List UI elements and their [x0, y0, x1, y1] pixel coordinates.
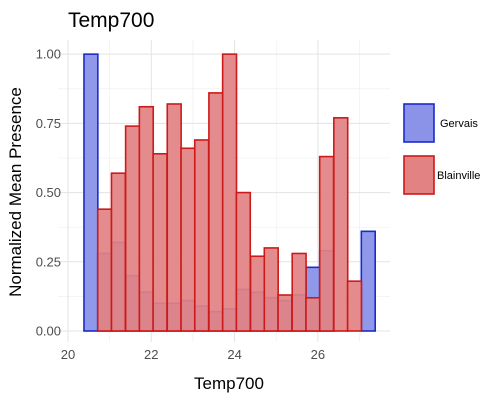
- y-tick-label: 1.00: [36, 47, 61, 62]
- bar-blainville: [98, 209, 112, 331]
- bar-blainville: [167, 104, 181, 331]
- x-tick-label: 20: [61, 347, 75, 362]
- bar-blainville: [139, 107, 153, 331]
- histogram-bars: [84, 54, 375, 331]
- bar-gervais: [84, 54, 98, 331]
- legend: Gervais Blainville: [404, 104, 480, 194]
- bar-blainville: [278, 295, 292, 331]
- legend-label-gervais: Gervais: [440, 118, 478, 130]
- bar-blainville: [348, 281, 362, 331]
- legend-key-gervais: [404, 104, 434, 142]
- bar-blainville: [181, 148, 195, 331]
- bar-blainville: [209, 93, 223, 331]
- bar-blainville: [223, 54, 237, 331]
- bar-blainville: [153, 154, 167, 331]
- bar-blainville: [306, 298, 320, 331]
- x-tick-label: 26: [311, 347, 325, 362]
- bar-blainville: [111, 173, 125, 331]
- x-axis-label: Temp700: [194, 374, 264, 393]
- y-tick-label: 0.25: [36, 254, 61, 269]
- bar-blainville: [195, 140, 209, 331]
- bar-blainville: [126, 126, 140, 331]
- y-tick-label: 0.75: [36, 116, 61, 131]
- legend-label-blainville: Blainville: [437, 170, 480, 182]
- bar-gervais: [361, 231, 375, 331]
- chart-title: Temp700: [68, 9, 154, 32]
- bar-blainville: [264, 248, 278, 331]
- bar-blainville: [334, 118, 348, 331]
- bar-blainville: [251, 256, 265, 331]
- y-tick-label: 0.50: [36, 185, 61, 200]
- bar-blainville: [236, 193, 250, 331]
- y-tick-label: 0.00: [36, 324, 61, 339]
- x-tick-label: 24: [227, 347, 241, 362]
- legend-key-blainville: [404, 156, 434, 194]
- y-axis-label: Normalized Mean Presence: [6, 87, 25, 297]
- x-tick-label: 22: [144, 347, 158, 362]
- bar-blainville: [292, 253, 306, 331]
- bar-blainville: [320, 157, 334, 331]
